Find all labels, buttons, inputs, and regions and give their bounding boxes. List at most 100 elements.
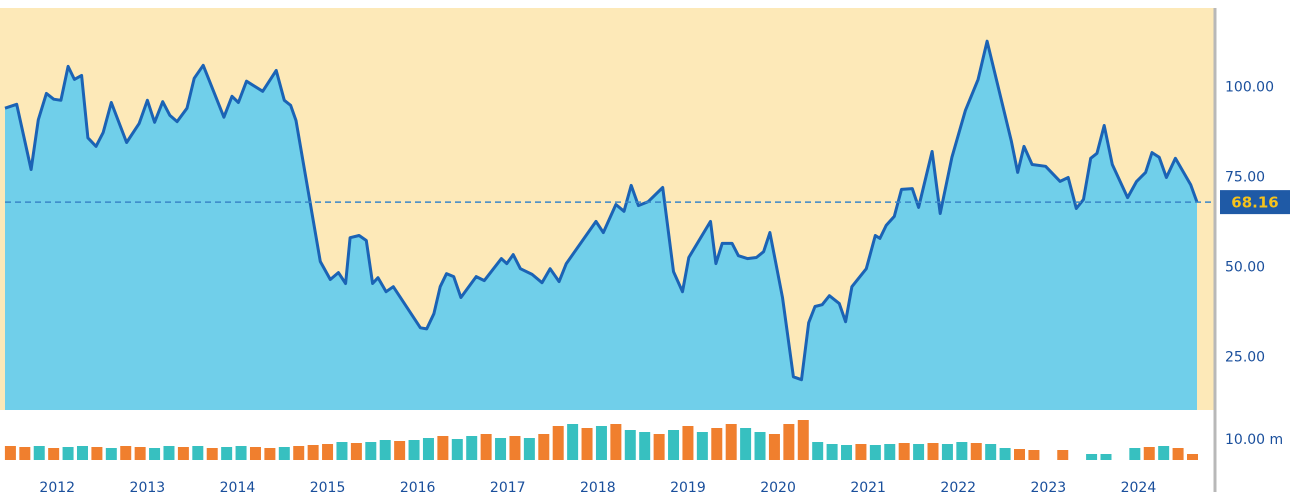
volume-bar bbox=[62, 447, 74, 460]
volume-bar bbox=[1014, 449, 1026, 460]
volume-bar bbox=[105, 448, 117, 460]
volume-bar bbox=[581, 428, 593, 460]
volume-bar bbox=[653, 434, 665, 460]
y-tick-label: 50.00 bbox=[1225, 260, 1265, 276]
volume-bar bbox=[1129, 448, 1141, 460]
volume-bar bbox=[624, 430, 636, 460]
volume-bar bbox=[120, 446, 132, 460]
volume-bar bbox=[898, 443, 910, 460]
volume-bar bbox=[278, 447, 290, 460]
volume-bar bbox=[797, 420, 809, 460]
x-tick-label: 2021 bbox=[850, 480, 886, 496]
volume-bar bbox=[1028, 450, 1040, 460]
volume-bar bbox=[711, 428, 723, 460]
volume-bar bbox=[841, 445, 853, 460]
volume-bar bbox=[76, 446, 88, 460]
volume-bar bbox=[91, 447, 103, 460]
volume-bar bbox=[221, 447, 233, 460]
volume-bar bbox=[365, 442, 377, 460]
volume-bar bbox=[538, 434, 550, 460]
volume-bar bbox=[249, 447, 261, 460]
volume-bar bbox=[754, 432, 766, 460]
volume-bar bbox=[696, 432, 708, 460]
volume-bar bbox=[149, 448, 161, 460]
last-value-box bbox=[1220, 190, 1290, 215]
x-tick-label: 2023 bbox=[1031, 480, 1067, 496]
volume-bar bbox=[783, 424, 795, 460]
volume-bar bbox=[451, 439, 463, 460]
volume-bar bbox=[1172, 448, 1184, 460]
last-value-label: 68.16 bbox=[1231, 194, 1278, 212]
volume-bar bbox=[639, 432, 651, 460]
volume-bar bbox=[134, 447, 146, 460]
volume-bar bbox=[970, 443, 982, 460]
volume-bar bbox=[437, 436, 449, 460]
y-tick-label: 10.00 m bbox=[1225, 432, 1283, 448]
volume-bar bbox=[927, 443, 939, 460]
volume-bar bbox=[466, 436, 478, 460]
volume-bar bbox=[495, 438, 507, 460]
volume-bar bbox=[1100, 454, 1112, 460]
volume-bar bbox=[913, 444, 925, 460]
volume-bar bbox=[1186, 454, 1198, 460]
volume-bar bbox=[509, 436, 521, 460]
volume-bar bbox=[379, 440, 391, 460]
volume-bar bbox=[350, 443, 362, 460]
x-tick-label: 2017 bbox=[490, 480, 526, 496]
volume-bar bbox=[682, 426, 694, 460]
x-tick-label: 2018 bbox=[580, 480, 616, 496]
volume-bar bbox=[956, 442, 968, 460]
volume-bar bbox=[523, 438, 535, 460]
volume-bar bbox=[1143, 447, 1155, 460]
volume-bar bbox=[177, 447, 189, 460]
volume-bar bbox=[826, 444, 838, 460]
volume-bar bbox=[264, 448, 276, 460]
y-tick-label: 25.00 bbox=[1225, 350, 1265, 366]
volume-bar bbox=[33, 446, 45, 460]
volume-bar bbox=[163, 446, 175, 460]
x-tick-label: 2022 bbox=[940, 480, 976, 496]
volume-bar bbox=[235, 446, 247, 460]
x-tick-label: 2019 bbox=[670, 480, 706, 496]
volume-bar bbox=[855, 444, 867, 460]
volume-bar bbox=[668, 430, 680, 460]
y-tick-label: 75.00 bbox=[1225, 169, 1265, 185]
volume-bar bbox=[725, 424, 737, 460]
x-tick-label: 2024 bbox=[1121, 480, 1157, 496]
volume-bar bbox=[422, 438, 434, 460]
volume-bar bbox=[336, 442, 348, 460]
x-tick-label: 2013 bbox=[130, 480, 166, 496]
area bbox=[5, 41, 1197, 410]
x-tick-label: 2014 bbox=[220, 480, 256, 496]
volume-bar bbox=[48, 448, 60, 460]
volume-bar bbox=[595, 426, 607, 460]
volume-bar bbox=[999, 448, 1011, 460]
volume-bar bbox=[394, 441, 406, 460]
volume-bar bbox=[307, 445, 319, 460]
volume-bar bbox=[985, 444, 997, 460]
volume-bar bbox=[869, 445, 881, 460]
volume-bar bbox=[812, 442, 824, 460]
volume-bar bbox=[552, 426, 564, 460]
volume-bar bbox=[408, 440, 420, 460]
volume-bar bbox=[768, 434, 780, 460]
volume-bar bbox=[322, 444, 334, 460]
volume-bar bbox=[192, 446, 204, 460]
volume-bar bbox=[1057, 450, 1069, 460]
x-tick-label: 2016 bbox=[400, 480, 436, 496]
volume-bar bbox=[4, 446, 16, 460]
volume-bar bbox=[941, 444, 953, 460]
x-tick-label: 2015 bbox=[310, 480, 346, 496]
volume-bar bbox=[480, 434, 492, 460]
volume-bar bbox=[293, 446, 305, 460]
volume-bar bbox=[610, 424, 622, 460]
volume-bar bbox=[884, 444, 896, 460]
volume-bar bbox=[740, 428, 752, 460]
volume-bar bbox=[567, 424, 579, 460]
volume-bar bbox=[1158, 446, 1170, 460]
y-tick-label: 100.00 bbox=[1225, 79, 1274, 95]
volume-bar bbox=[1086, 454, 1098, 460]
x-tick-label: 2020 bbox=[760, 480, 796, 496]
x-tick-label: 2012 bbox=[39, 480, 75, 496]
